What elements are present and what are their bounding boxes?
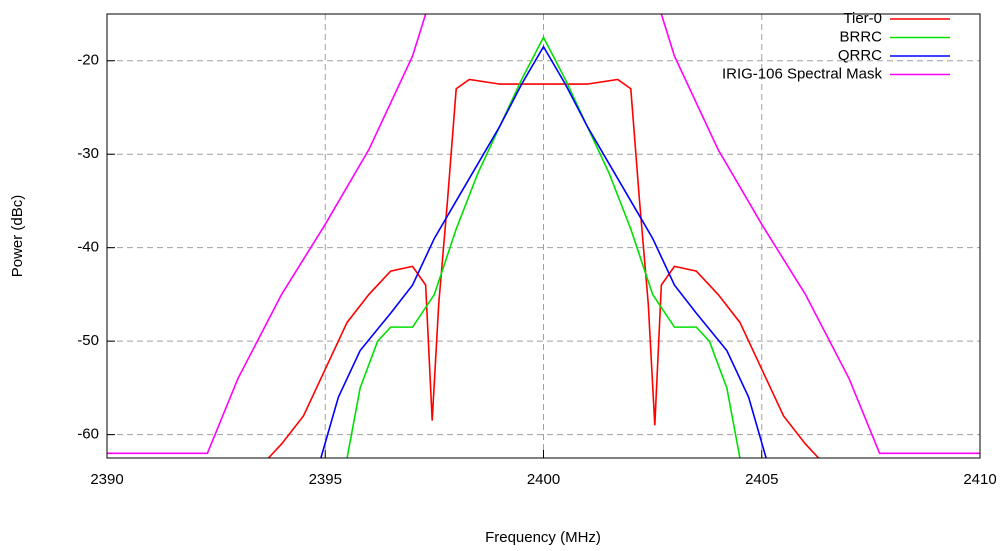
x-tick-label: 2395	[309, 471, 342, 488]
series-line	[660, 14, 980, 455]
y-tick-label: -20	[77, 52, 99, 69]
y-axis-label: Power (dBc)	[9, 195, 26, 278]
legend-label: Tier-0	[843, 10, 882, 27]
series-line	[107, 14, 427, 455]
y-tick-label: -50	[77, 332, 99, 349]
x-axis-label: Frequency (MHz)	[485, 529, 601, 546]
plot-frame	[106, 13, 981, 459]
series-line	[320, 45, 767, 458]
x-tick-label: 2405	[745, 471, 778, 488]
x-tick-label: 2390	[90, 471, 123, 488]
y-tick-label: -40	[77, 239, 99, 256]
x-tick-label: 2410	[963, 471, 996, 488]
y-tick-label: -30	[77, 145, 99, 162]
series-line	[346, 35, 741, 458]
y-tick-label: -60	[77, 426, 99, 443]
legend-label: BRRC	[839, 28, 882, 45]
plot-area	[107, 14, 980, 458]
legend-label: IRIG-106 Spectral Mask	[722, 65, 883, 82]
series-line	[267, 78, 820, 458]
legend-label: QRRC	[838, 47, 882, 64]
x-tick-label: 2400	[527, 471, 560, 488]
